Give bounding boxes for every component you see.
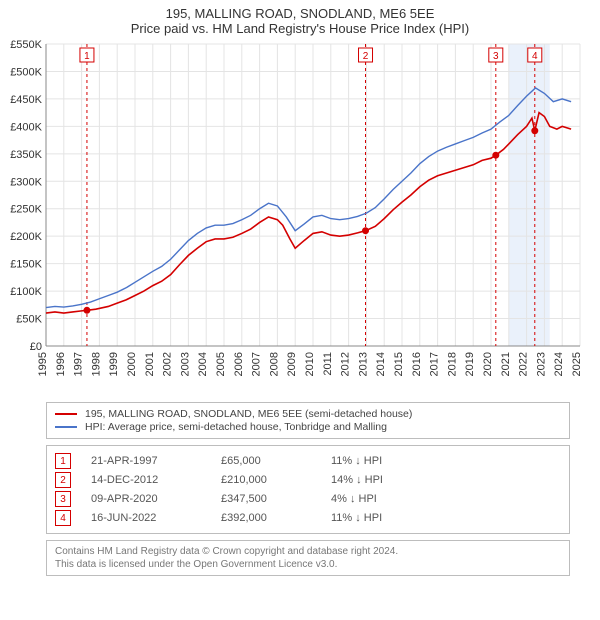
legend-swatch bbox=[55, 426, 77, 428]
attribution-footer: Contains HM Land Registry data © Crown c… bbox=[46, 540, 570, 576]
svg-text:2000: 2000 bbox=[126, 352, 138, 376]
svg-text:£300K: £300K bbox=[10, 176, 42, 188]
chart-title-address: 195, MALLING ROAD, SNODLAND, ME6 5EE bbox=[0, 6, 600, 21]
svg-text:2010: 2010 bbox=[304, 352, 316, 376]
legend-label: HPI: Average price, semi-detached house,… bbox=[85, 421, 387, 433]
event-row: 1 21-APR-1997 £65,000 11% ↓ HPI bbox=[55, 453, 561, 469]
svg-text:2001: 2001 bbox=[144, 352, 156, 376]
event-row: 2 14-DEC-2012 £210,000 14% ↓ HPI bbox=[55, 472, 561, 488]
event-price: £392,000 bbox=[221, 512, 311, 524]
event-delta: 4% ↓ HPI bbox=[331, 493, 421, 505]
event-row: 3 09-APR-2020 £347,500 4% ↓ HPI bbox=[55, 491, 561, 507]
event-row: 4 16-JUN-2022 £392,000 11% ↓ HPI bbox=[55, 510, 561, 526]
svg-text:2011: 2011 bbox=[322, 352, 334, 376]
legend-label: 195, MALLING ROAD, SNODLAND, ME6 5EE (se… bbox=[85, 408, 412, 420]
svg-text:4: 4 bbox=[532, 51, 538, 62]
svg-text:2002: 2002 bbox=[162, 352, 174, 376]
event-date: 09-APR-2020 bbox=[91, 493, 201, 505]
svg-text:2008: 2008 bbox=[268, 352, 280, 376]
event-delta: 11% ↓ HPI bbox=[331, 512, 421, 524]
svg-text:£50K: £50K bbox=[16, 314, 42, 326]
svg-text:£150K: £150K bbox=[10, 259, 42, 271]
event-delta: 11% ↓ HPI bbox=[331, 455, 421, 467]
event-marker: 4 bbox=[55, 510, 71, 526]
svg-text:1995: 1995 bbox=[37, 352, 49, 376]
event-date: 21-APR-1997 bbox=[91, 455, 201, 467]
svg-text:2012: 2012 bbox=[340, 352, 352, 376]
svg-text:1999: 1999 bbox=[108, 352, 120, 376]
svg-text:£550K: £550K bbox=[10, 39, 42, 51]
svg-text:2006: 2006 bbox=[233, 352, 245, 376]
svg-text:1: 1 bbox=[84, 51, 90, 62]
event-delta: 14% ↓ HPI bbox=[331, 474, 421, 486]
svg-text:£0: £0 bbox=[30, 341, 42, 353]
svg-text:2017: 2017 bbox=[429, 352, 441, 376]
svg-text:1996: 1996 bbox=[55, 352, 67, 376]
svg-text:2003: 2003 bbox=[179, 352, 191, 376]
legend-swatch bbox=[55, 413, 77, 415]
svg-text:2015: 2015 bbox=[393, 352, 405, 376]
svg-text:2023: 2023 bbox=[535, 352, 547, 376]
legend-box: 195, MALLING ROAD, SNODLAND, ME6 5EE (se… bbox=[46, 402, 570, 439]
svg-text:2014: 2014 bbox=[375, 352, 387, 376]
svg-text:£250K: £250K bbox=[10, 204, 42, 216]
svg-text:2022: 2022 bbox=[518, 352, 530, 376]
event-price: £347,500 bbox=[221, 493, 311, 505]
svg-text:3: 3 bbox=[493, 51, 499, 62]
svg-text:1998: 1998 bbox=[90, 352, 102, 376]
legend-item: HPI: Average price, semi-detached house,… bbox=[55, 421, 561, 433]
footer-line-1: Contains HM Land Registry data © Crown c… bbox=[55, 545, 561, 558]
svg-text:2005: 2005 bbox=[215, 352, 227, 376]
svg-text:2004: 2004 bbox=[197, 352, 209, 376]
events-table: 1 21-APR-1997 £65,000 11% ↓ HPI 2 14-DEC-2012… bbox=[46, 445, 570, 534]
event-price: £65,000 bbox=[221, 455, 311, 467]
svg-text:2018: 2018 bbox=[446, 352, 458, 376]
event-marker: 3 bbox=[55, 491, 71, 507]
svg-text:£100K: £100K bbox=[10, 286, 42, 298]
svg-text:2025: 2025 bbox=[571, 352, 583, 376]
price-chart: £0 £50K £100K £150K £200K £250K £300K £350K £400… bbox=[0, 36, 600, 396]
svg-text:£350K: £350K bbox=[10, 149, 42, 161]
svg-text:2021: 2021 bbox=[500, 352, 512, 376]
svg-text:£400K: £400K bbox=[10, 121, 42, 133]
svg-text:1997: 1997 bbox=[73, 352, 85, 376]
svg-text:£450K: £450K bbox=[10, 94, 42, 106]
event-marker: 2 bbox=[55, 472, 71, 488]
chart-title-sub: Price paid vs. HM Land Registry's House … bbox=[0, 21, 600, 36]
svg-text:2020: 2020 bbox=[482, 352, 494, 376]
svg-text:2007: 2007 bbox=[251, 352, 263, 376]
svg-text:£200K: £200K bbox=[10, 231, 42, 243]
event-date: 16-JUN-2022 bbox=[91, 512, 201, 524]
svg-text:2013: 2013 bbox=[357, 352, 369, 376]
svg-text:£500K: £500K bbox=[10, 66, 42, 78]
event-marker: 1 bbox=[55, 453, 71, 469]
footer-line-2: This data is licensed under the Open Gov… bbox=[55, 558, 561, 571]
svg-text:2016: 2016 bbox=[411, 352, 423, 376]
event-date: 14-DEC-2012 bbox=[91, 474, 201, 486]
svg-text:2024: 2024 bbox=[553, 352, 565, 376]
svg-text:2019: 2019 bbox=[464, 352, 476, 376]
event-price: £210,000 bbox=[221, 474, 311, 486]
legend-item: 195, MALLING ROAD, SNODLAND, ME6 5EE (se… bbox=[55, 408, 561, 420]
svg-text:2009: 2009 bbox=[286, 352, 298, 376]
svg-text:2: 2 bbox=[363, 51, 369, 62]
